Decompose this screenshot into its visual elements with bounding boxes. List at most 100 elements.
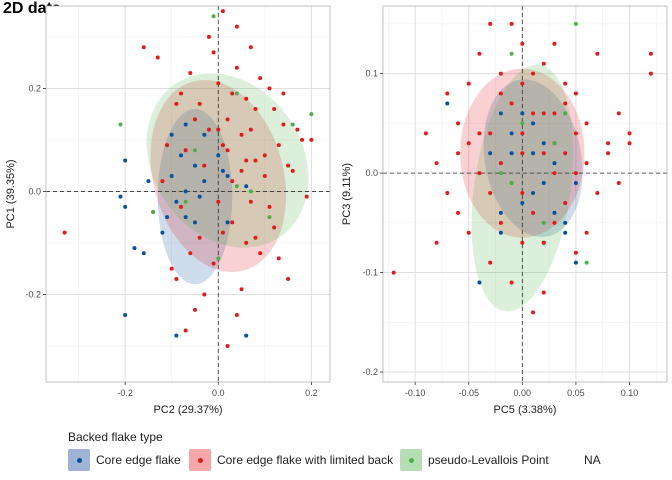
point-core-edge-flake <box>531 191 536 196</box>
point-core-edge-flake-with-limited-back <box>192 307 197 312</box>
point-core-edge-flake-with-limited-back <box>160 179 165 184</box>
point-core-edge-flake-with-limited-back <box>304 194 309 199</box>
point-core-edge-flake-with-limited-back <box>174 276 179 281</box>
point-core-edge-flake-with-limited-back <box>197 101 202 106</box>
point-core-edge-flake <box>220 168 225 173</box>
point-core-edge-flake-with-limited-back <box>211 261 216 266</box>
point-core-edge-flake-with-limited-back <box>253 235 258 240</box>
point-pseudo-levallois-point <box>573 21 578 26</box>
point-pseudo-levallois-point <box>234 184 239 189</box>
point-core-edge-flake-with-limited-back <box>276 143 281 148</box>
point-core-edge-flake-with-limited-back <box>509 280 514 285</box>
point-core-edge-flake-with-limited-back <box>188 70 193 75</box>
point-pseudo-levallois-point <box>584 260 589 265</box>
ellipse-pseudo-levallois-point <box>146 73 309 248</box>
point-pseudo-levallois-point <box>216 256 221 261</box>
point-pseudo-levallois-point <box>552 141 557 146</box>
point-core-edge-flake-with-limited-back <box>477 51 482 56</box>
point-core-edge-flake-with-limited-back <box>445 91 450 96</box>
point-pseudo-levallois-point <box>290 122 295 127</box>
point-core-edge-flake-with-limited-back <box>244 158 249 163</box>
point-core-edge-flake <box>498 111 503 116</box>
point-core-edge-flake <box>169 132 174 137</box>
point-core-edge-flake-with-limited-back <box>225 117 230 122</box>
point-core-edge-flake <box>174 333 179 338</box>
point-core-edge-flake <box>202 179 207 184</box>
point-core-edge-flake-with-limited-back <box>262 173 267 178</box>
ellipse-core-edge-flake <box>483 79 583 238</box>
point-pseudo-levallois-point <box>151 210 156 215</box>
point-core-edge-flake-with-limited-back <box>456 151 461 156</box>
point-core-edge-flake-with-limited-back <box>520 41 525 46</box>
point-core-edge-flake <box>183 215 188 220</box>
point-core-edge-flake-with-limited-back <box>434 161 439 166</box>
point-core-edge-flake-with-limited-back <box>239 132 244 137</box>
point-core-edge-flake <box>531 121 536 126</box>
point-core-edge-flake <box>183 122 188 127</box>
point-core-edge-flake-with-limited-back <box>234 24 239 29</box>
point-core-edge-flake <box>123 204 128 209</box>
point-core-edge-flake-with-limited-back <box>456 121 461 126</box>
y-axis-label: PC3 (9.11%) <box>341 163 353 225</box>
plot-area-left <box>46 6 330 382</box>
point-core-edge-flake-with-limited-back <box>244 240 249 245</box>
point-core-edge-flake-with-limited-back <box>563 101 568 106</box>
x-axis-label: PC5 (3.38%) <box>494 404 557 416</box>
point-core-edge-flake-with-limited-back <box>206 34 211 39</box>
point-core-edge-flake-with-limited-back <box>477 171 482 176</box>
point-core-edge-flake-with-limited-back <box>520 131 525 136</box>
point-core-edge-flake <box>563 230 568 235</box>
point-core-edge-flake-with-limited-back <box>616 181 621 186</box>
point-core-edge-flake <box>531 151 536 156</box>
plot-area-right <box>383 6 667 382</box>
point-core-edge-flake-with-limited-back <box>230 220 235 225</box>
point-core-edge-flake-with-limited-back <box>248 45 253 50</box>
point-core-edge-flake-with-limited-back <box>498 161 503 166</box>
point-core-edge-flake-with-limited-back <box>531 111 536 116</box>
point-core-edge-flake-with-limited-back <box>541 111 546 116</box>
point-core-edge-flake-with-limited-back <box>309 137 314 142</box>
point-core-edge-flake-with-limited-back <box>211 50 216 55</box>
point-core-edge-flake-with-limited-back <box>272 225 277 230</box>
point-core-edge-flake <box>225 220 230 225</box>
point-core-edge-flake-with-limited-back <box>498 220 503 225</box>
legend-label-pseudo-levallois-point: pseudo-Levallois Point <box>428 453 549 467</box>
point-core-edge-flake-with-limited-back <box>573 91 578 96</box>
y-tick-label: 0.1 <box>365 69 378 79</box>
point-core-edge-flake-with-limited-back <box>563 81 568 86</box>
point-core-edge-flake-with-limited-back <box>509 21 514 26</box>
point-core-edge-flake-with-limited-back <box>541 290 546 295</box>
point-core-edge-flake-with-limited-back <box>192 117 197 122</box>
point-core-edge-flake-with-limited-back <box>584 161 589 166</box>
point-core-edge-flake-with-limited-back <box>445 191 450 196</box>
point-core-edge-flake-with-limited-back <box>488 131 493 136</box>
point-core-edge-flake-with-limited-back <box>183 328 188 333</box>
point-core-edge-flake-with-limited-back <box>258 251 263 256</box>
point-pseudo-levallois-point <box>248 189 253 194</box>
point-core-edge-flake <box>541 181 546 186</box>
point-core-edge-flake <box>202 132 207 137</box>
x-tick-label: -0.2 <box>117 388 133 398</box>
point-core-edge-flake-with-limited-back <box>230 179 235 184</box>
point-core-edge-flake <box>132 246 137 251</box>
point-core-edge-flake <box>552 161 557 166</box>
point-core-edge-flake <box>498 230 503 235</box>
point-core-edge-flake <box>498 210 503 215</box>
legend-label-core-edge-flake-limited-back: Core edge flake with limited back <box>217 453 394 467</box>
point-core-edge-flake-with-limited-back <box>206 127 211 132</box>
point-pseudo-levallois-point <box>234 91 239 96</box>
point-core-edge-flake-with-limited-back <box>648 51 653 56</box>
point-core-edge-flake <box>552 210 557 215</box>
point-core-edge-flake-with-limited-back <box>573 171 578 176</box>
point-core-edge-flake-with-limited-back <box>295 127 300 132</box>
point-core-edge-flake-with-limited-back <box>563 200 568 205</box>
legend-dot-core-edge-flake <box>77 458 82 463</box>
point-core-edge-flake-with-limited-back <box>520 240 525 245</box>
point-core-edge-flake <box>509 151 514 156</box>
y-axis-label: PC1 (39.35%) <box>5 159 17 228</box>
point-core-edge-flake <box>123 158 128 163</box>
point-core-edge-flake-with-limited-back <box>488 21 493 26</box>
point-core-edge-flake-with-limited-back <box>253 107 258 112</box>
point-pseudo-levallois-point <box>192 148 197 153</box>
